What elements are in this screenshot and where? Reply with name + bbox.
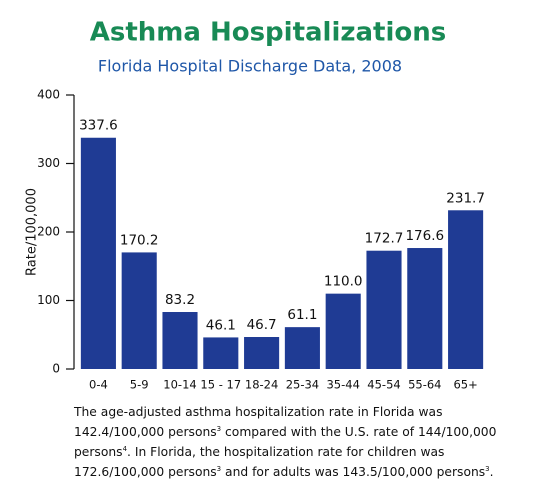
value-label: 110.0	[324, 274, 363, 290]
y-axis-label: Rate/100,000	[25, 188, 40, 276]
value-label: 231.7	[446, 190, 485, 206]
x-tick-label: 0-4	[89, 378, 108, 392]
value-label: 337.6	[79, 118, 118, 134]
caption-text: The age-adjusted asthma hospitalization …	[74, 405, 443, 440]
x-tick-label: 18-24	[245, 378, 278, 392]
value-label: 61.1	[287, 307, 317, 323]
x-tick-label: 35-44	[326, 378, 359, 392]
caption-text: compared with the U.S. rate of 144/100,0…	[74, 425, 497, 460]
footnote-ref: 3	[216, 465, 222, 474]
caption-text: .	[489, 465, 494, 480]
value-label: 170.2	[120, 232, 159, 248]
caption: The age-adjusted asthma hospitalization …	[74, 404, 504, 481]
bar	[366, 250, 402, 369]
bar	[121, 252, 157, 369]
x-tick-label: 5-9	[130, 378, 149, 392]
x-tick-label: 65+	[453, 378, 477, 392]
chart-subtitle: Florida Hospital Discharge Data, 2008	[98, 57, 402, 76]
caption-text: . In Florida, the hospitalization rate f…	[74, 445, 445, 480]
x-tick-label: 15 - 17	[200, 378, 241, 392]
value-label: 172.7	[365, 231, 404, 247]
bar	[203, 337, 239, 369]
x-tick-label: 55-64	[408, 378, 441, 392]
caption-text: and for adults was 143.5/100,000 persons	[221, 465, 486, 480]
y-tick-label: 300	[37, 156, 60, 170]
value-label: 83.2	[165, 292, 195, 308]
value-label: 46.1	[206, 317, 236, 333]
bar	[244, 337, 280, 369]
y-tick-label: 100	[37, 293, 60, 307]
y-tick-label: 400	[37, 88, 60, 102]
y-tick-label: 0	[52, 362, 60, 376]
x-tick-label: 10-14	[163, 378, 196, 392]
x-tick-label: 45-54	[367, 378, 400, 392]
x-tick-label: 25-34	[286, 378, 319, 392]
value-label: 46.7	[247, 317, 277, 333]
chart: Asthma Hospitalizations Florida Hospital…	[25, 18, 485, 392]
chart-title: Asthma Hospitalizations	[90, 18, 447, 48]
y-tick-label: 200	[37, 225, 60, 239]
footnote-ref: 4	[122, 445, 128, 454]
bar	[162, 312, 198, 369]
footnote-ref: 3	[216, 425, 222, 433]
bar	[80, 137, 116, 369]
bar	[284, 327, 320, 369]
bar	[448, 210, 484, 369]
bar	[407, 248, 443, 369]
value-label: 176.6	[405, 228, 444, 244]
bar	[325, 293, 361, 369]
footnote-ref: 3	[485, 465, 490, 474]
